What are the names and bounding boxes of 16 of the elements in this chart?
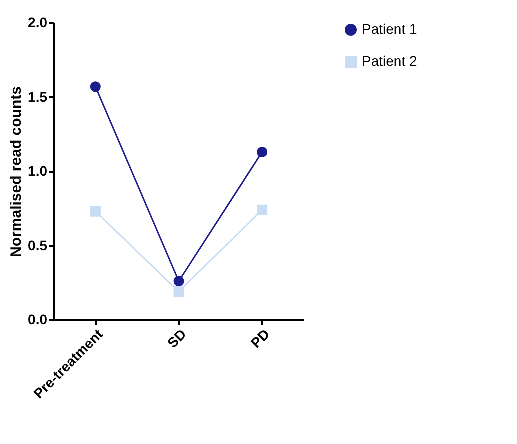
y-tick-label: 2.0 bbox=[28, 14, 48, 30]
x-tick-label: PD bbox=[248, 326, 273, 352]
y-tick-label: 1.5 bbox=[28, 88, 48, 105]
y-tick-label: 0.5 bbox=[28, 237, 48, 254]
point bbox=[90, 82, 101, 92]
x-tick-label: SD bbox=[164, 326, 190, 352]
point bbox=[90, 206, 101, 217]
point bbox=[174, 276, 184, 287]
point bbox=[174, 286, 184, 298]
legend-label: Patient 1 bbox=[362, 21, 418, 37]
y-axis-title: Normalised read counts bbox=[8, 86, 26, 258]
y-tick-label: 1.0 bbox=[28, 163, 48, 179]
legend-label: Patient 2 bbox=[362, 53, 418, 69]
y-tick-label: 0.0 bbox=[28, 312, 48, 328]
point bbox=[257, 204, 268, 216]
point bbox=[257, 146, 268, 158]
